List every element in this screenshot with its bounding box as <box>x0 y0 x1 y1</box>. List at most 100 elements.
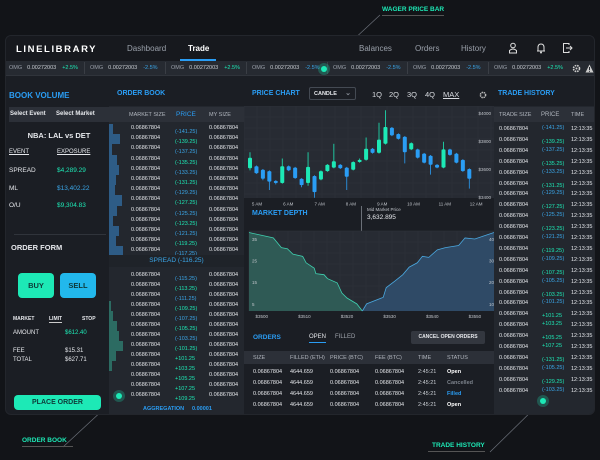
aggregation-value[interactable]: 0.00001 <box>192 406 212 412</box>
ticker-item[interactable]: OMG 0.00272003 -2.5% <box>252 62 328 74</box>
ticker-item[interactable]: OMG 0.00272003 +2.5% <box>171 62 247 74</box>
order-book-row[interactable]: 0.06867804 (-107.25) 0.06867804 <box>109 311 244 322</box>
order-book-row[interactable]: 0.06867804 (-119.25) 0.06867804 <box>109 236 244 247</box>
order-book-row[interactable]: 0.06867804 (-121.25) 0.06867804 <box>109 226 244 237</box>
order-book-row[interactable]: 0.06867804 (-109.25) 0.06867804 <box>109 301 244 312</box>
nav-dashboard[interactable]: Dashboard <box>127 44 167 53</box>
order-row[interactable]: 0.06867804 4644.659 0.06867804 0.06867804 2:… <box>244 380 494 390</box>
candle-body <box>331 161 336 168</box>
order-type-market[interactable]: MARKET <box>13 316 35 322</box>
chart-type-select[interactable]: CANDLE ⌄ <box>309 87 356 100</box>
market-size: 0.06867804 <box>131 382 161 388</box>
trade-price: (-129.25) <box>542 190 565 197</box>
order-book-row[interactable]: 0.06867804 (-117.25) 0.06867804 <box>109 246 244 257</box>
nav-trade[interactable]: Trade <box>188 44 210 53</box>
nav-history[interactable]: History <box>461 44 486 53</box>
ticker-change: +2.5% <box>224 65 240 71</box>
trade-size: 0.06867804 <box>499 169 529 176</box>
chart-settings-gear-icon[interactable] <box>479 91 487 99</box>
ticker-change: -2.5% <box>386 65 401 71</box>
nav-balances[interactable]: Balances <box>359 44 392 53</box>
order-book-row[interactable]: 0.06867804 (-137.25) 0.06867804 <box>109 144 244 155</box>
user-icon[interactable] <box>508 42 518 54</box>
order-book-row[interactable]: 0.06867804 (-135.25) 0.06867804 <box>109 154 244 166</box>
divider <box>14 234 106 235</box>
nav-orders[interactable]: Orders <box>415 44 440 53</box>
order-book-row[interactable]: 0.06867804 (-125.25) 0.06867804 <box>109 205 244 217</box>
orders-title: ORDERS <box>253 334 281 341</box>
exposure-event: ML <box>9 184 19 192</box>
ticker-price: 0.00272003 <box>512 65 542 71</box>
cancel-open-orders-button[interactable]: CANCEL OPEN ORDERS <box>411 331 485 344</box>
x-tick-label: 10 AM <box>407 202 420 207</box>
order-row[interactable]: 0.06867804 4644.659 0.06867804 0.06867804 2:… <box>244 402 494 412</box>
order-row[interactable]: 0.06867804 4644.659 0.06867804 0.06867804 2:… <box>244 391 494 401</box>
ticker-item[interactable]: OMG 0.00272003 +2.5% <box>494 65 563 71</box>
order-book-row[interactable]: 0.06867804 (-129.25) 0.06867804 <box>109 185 244 196</box>
ticker-item[interactable]: OMG 0.00272003 -2.5% <box>333 62 408 74</box>
order-row[interactable]: 0.06867804 4644.659 0.06867804 0.06867804 2:… <box>244 369 494 379</box>
trade-time: 12:13:35 <box>571 158 593 165</box>
market-size: 0.06867804 <box>131 145 161 152</box>
ticker-price: 0.00272003 <box>351 65 381 71</box>
trade-price: (-101.25) <box>542 299 565 306</box>
trade-size: 0.06867804 <box>499 191 529 198</box>
depth-bar <box>109 331 119 341</box>
order-type-limit[interactable]: LIMIT <box>49 316 63 323</box>
range-3q[interactable]: 3Q <box>407 90 418 99</box>
order-book-row[interactable]: 0.06867804 +103.25 0.06867804 <box>109 361 244 372</box>
range-2q[interactable]: 2Q <box>389 90 400 99</box>
my-size: 0.06867804 <box>209 372 239 378</box>
order-book-row[interactable]: 0.06867804 (-141.25) 0.06867804 <box>109 124 244 135</box>
exposure-value: $13,402.22 <box>57 184 90 192</box>
warning-icon[interactable] <box>585 64 594 73</box>
order-book-row[interactable]: 0.06867804 (-127.25) 0.06867804 <box>109 195 244 206</box>
order-type-stop[interactable]: STOP <box>82 316 96 322</box>
range-4q[interactable]: 4Q <box>425 90 436 99</box>
order-book-row[interactable]: 0.06867804 (-139.25) 0.06867804 <box>109 134 244 145</box>
orders-tab-filled[interactable]: FILLED <box>335 334 356 340</box>
order-book-row[interactable]: 0.06867804 +109.25 0.06867804 <box>109 391 244 402</box>
bell-icon[interactable] <box>536 42 546 54</box>
amount-value[interactable]: $612.40 <box>65 330 87 336</box>
ticker-item[interactable]: OMG 0.00272003 -2.5% <box>90 62 166 74</box>
ticker-item[interactable]: OMG 0.00272003 -2.5% <box>413 62 489 74</box>
buy-button[interactable]: BUY <box>18 273 54 298</box>
select-market-tab[interactable]: Select Market <box>56 111 95 117</box>
order-book-row[interactable]: 0.06867804 (-111.25) 0.06867804 <box>109 291 244 302</box>
right-y-tick: 20 <box>489 280 495 285</box>
price: +107.25 <box>175 386 196 392</box>
place-order-button[interactable]: PLACE ORDER <box>14 395 101 410</box>
order-book-row[interactable]: 0.06867804 (-123.25) 0.06867804 <box>109 215 244 227</box>
order-book-row[interactable]: 0.06867804 (-113.25) 0.06867804 <box>109 281 244 292</box>
logout-icon[interactable] <box>562 42 573 54</box>
order-book-row[interactable]: 0.06867804 (-115.25) 0.06867804 <box>109 271 244 282</box>
order-book-row[interactable]: 0.06867804 (-105.25) 0.06867804 <box>109 321 244 332</box>
trade-time: 12:13:35 <box>571 289 593 296</box>
order-book-row[interactable]: 0.06867804 (-101.25) 0.06867804 <box>109 341 244 352</box>
trade-history-row: 0.06867804 (-129.25) 12:13:35 <box>494 190 594 200</box>
gear-icon[interactable] <box>572 64 581 73</box>
range-max[interactable]: MAX <box>443 90 460 99</box>
order-book-row[interactable]: 0.06867804 +101.25 0.06867804 <box>109 351 244 362</box>
ticker-item[interactable]: OMG 0.00272003 +2.5% <box>9 62 85 74</box>
orders-col-header: FILLED (ETH) <box>290 355 325 361</box>
ticker-price: 0.00272003 <box>189 65 219 71</box>
ticker-symbol: OMG <box>252 65 266 71</box>
x-tick-label: 11 AM <box>439 202 452 207</box>
ticker-symbol: OMG <box>413 65 427 71</box>
select-event-tab[interactable]: Select Event <box>10 111 46 117</box>
order-status: Cancelled <box>447 380 473 386</box>
orders-tab-open[interactable]: OPEN <box>309 334 327 343</box>
order-book-row[interactable]: 0.06867804 (-133.25) 0.06867804 <box>109 164 244 176</box>
range-1q[interactable]: 1Q <box>372 90 383 99</box>
order-book-row[interactable]: 0.06867804 +107.25 0.06867804 <box>109 381 244 392</box>
sell-button[interactable]: SELL <box>60 273 96 298</box>
trade-time: 12:13:35 <box>571 235 593 241</box>
order-book-row[interactable]: 0.06867804 (-103.25) 0.06867804 <box>109 331 244 342</box>
trade-size: 0.06867804 <box>499 387 529 394</box>
order-book-row[interactable]: 0.06867804 +105.25 0.06867804 <box>109 371 244 382</box>
ticker-symbol: OMG <box>171 65 185 71</box>
order-book-row[interactable]: 0.06867804 (-131.25) 0.06867804 <box>109 175 244 186</box>
exposure-event: O/U <box>9 202 21 209</box>
